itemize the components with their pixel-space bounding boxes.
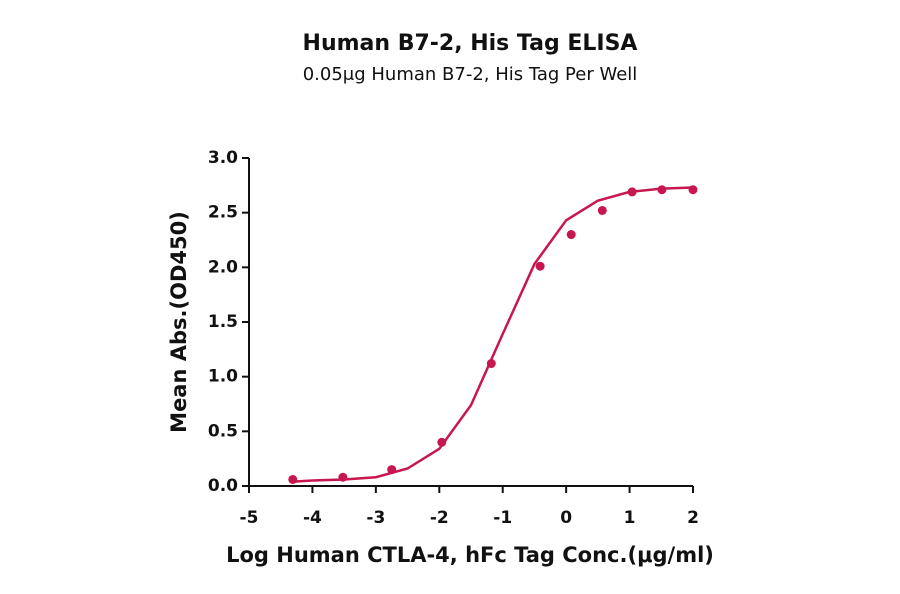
data-point [627,187,637,197]
data-point [288,474,298,484]
data-point [437,437,447,447]
y-tick-label: 3.0 [208,148,238,168]
fit-curve [293,186,694,483]
y-tick-label: 0.0 [208,476,238,496]
data-point [486,359,496,369]
x-tick-label: -2 [430,508,449,528]
y-tick-label: 0.5 [208,421,238,441]
data-point [657,185,667,195]
x-tick-label: -1 [493,508,512,528]
chart-title: Human B7-2, His Tag ELISA [303,31,638,56]
x-tick-label: 0 [560,508,572,528]
data-point [566,230,576,240]
x-tick-label: -5 [240,508,259,528]
y-tick-label: 1.0 [208,367,238,387]
x-tick-label: 2 [687,508,699,528]
data-point [535,261,545,271]
x-axis-label: Log Human CTLA-4, hFc Tag Conc.(μg/ml) [226,543,714,567]
y-tick-label: 2.0 [208,257,238,277]
data-point [387,465,397,475]
data-point [338,472,348,482]
y-axis-label: Mean Abs.(OD450) [167,211,191,433]
x-tick-label: 1 [624,508,636,528]
x-tick-label: -4 [303,508,322,528]
y-tick-label: 2.5 [208,203,238,223]
x-tick-label: -3 [366,508,385,528]
chart-subtitle: 0.05μg Human B7-2, His Tag Per Well [303,64,638,85]
y-tick-label: 1.5 [208,312,238,332]
data-point [597,205,607,215]
data-point [688,185,698,195]
